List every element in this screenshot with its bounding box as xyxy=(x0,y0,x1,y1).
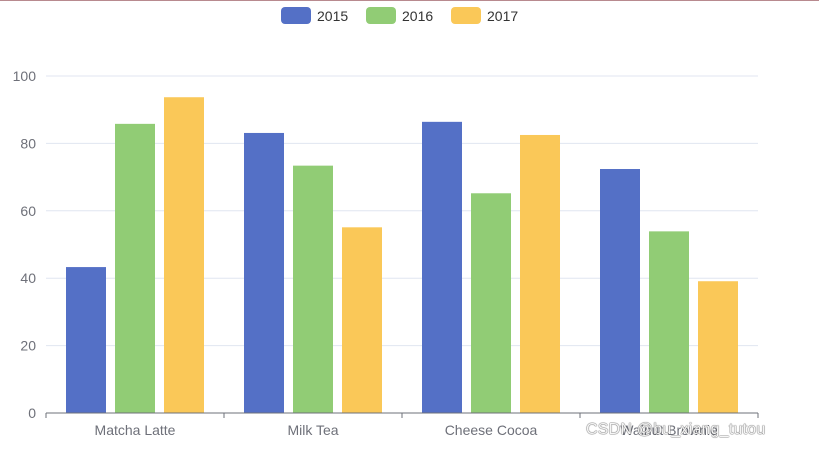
bars xyxy=(66,97,738,413)
bar-2015[interactable] xyxy=(422,121,462,413)
bar-2017[interactable] xyxy=(698,281,738,413)
legend-label[interactable]: 2016 xyxy=(402,8,433,24)
x-category-label: Cheese Cocoa xyxy=(445,422,538,438)
bar-2016[interactable] xyxy=(471,193,511,413)
legend: 2015 2016 2017 xyxy=(281,7,518,24)
legend-swatch-2017[interactable] xyxy=(451,7,481,24)
x-category-label: Matcha Latte xyxy=(95,422,176,438)
y-axis-ticks: 0 20 40 60 80 100 xyxy=(13,68,37,421)
bar-2016[interactable] xyxy=(649,231,689,413)
x-category-label: Milk Tea xyxy=(287,422,338,438)
legend-label[interactable]: 2017 xyxy=(487,8,518,24)
legend-swatch-2015[interactable] xyxy=(281,7,311,24)
bar-2016[interactable] xyxy=(293,165,333,413)
y-tick-label: 100 xyxy=(13,68,37,84)
legend-swatch-2016[interactable] xyxy=(366,7,396,24)
y-tick-label: 0 xyxy=(28,405,36,421)
bar-2016[interactable] xyxy=(115,123,155,413)
bar-2015[interactable] xyxy=(66,267,106,413)
y-tick-label: 20 xyxy=(20,338,36,354)
bar-2017[interactable] xyxy=(164,97,204,413)
top-border xyxy=(0,0,819,1)
legend-label[interactable]: 2015 xyxy=(317,8,348,24)
bar-2017[interactable] xyxy=(342,227,382,413)
y-tick-label: 80 xyxy=(20,135,36,151)
y-tick-label: 60 xyxy=(20,203,36,219)
y-tick-label: 40 xyxy=(20,270,36,286)
bar-2015[interactable] xyxy=(600,169,640,413)
x-category-label: Walnut Brownie xyxy=(620,422,718,438)
bar-2017[interactable] xyxy=(520,134,560,413)
x-axis: Matcha Latte Milk Tea Cheese Cocoa Walnut B… xyxy=(45,412,759,438)
bar-2015[interactable] xyxy=(244,132,284,413)
watermark: CSDN @bu_xiang_tutou xyxy=(586,421,766,438)
